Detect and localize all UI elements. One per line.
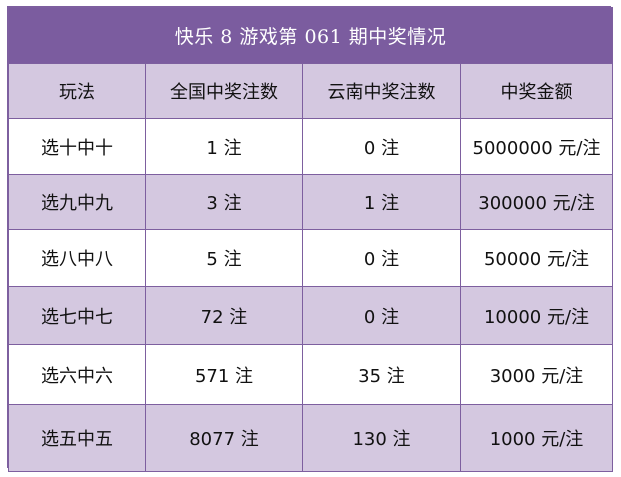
yunnan-winners-cell: 1 注 xyxy=(302,174,461,230)
table-row: 选七中七 72 注 0 注 10000 元/注 xyxy=(8,286,614,345)
table-row: 选六中六 571 注 35 注 3000 元/注 xyxy=(8,344,614,405)
prize-amount-cell: 1000 元/注 xyxy=(459,404,614,472)
prize-table-container: 快乐 8 游戏第 061 期中奖情况 玩法 全国中奖注数 云南中奖注数 中奖金额… xyxy=(7,6,614,472)
table-row: 选八中八 5 注 0 注 50000 元/注 xyxy=(8,229,614,287)
header-national-winners: 全国中奖注数 xyxy=(145,63,303,119)
table-row: 选十中十 1 注 0 注 5000000 元/注 xyxy=(8,118,614,175)
table-row: 选九中九 3 注 1 注 300000 元/注 xyxy=(8,174,614,230)
prize-amount-cell: 50000 元/注 xyxy=(459,229,614,287)
prize-amount-cell: 3000 元/注 xyxy=(459,344,614,405)
yunnan-winners-cell: 0 注 xyxy=(302,286,461,345)
header-row: 玩法 全国中奖注数 云南中奖注数 中奖金额 xyxy=(8,63,614,119)
yunnan-winners-cell: 0 注 xyxy=(302,229,461,287)
national-winners-cell: 3 注 xyxy=(145,174,303,230)
header-play-type: 玩法 xyxy=(8,63,146,119)
prize-table: 快乐 8 游戏第 061 期中奖情况 玩法 全国中奖注数 云南中奖注数 中奖金额… xyxy=(7,7,614,472)
play-type-cell: 选六中六 xyxy=(8,344,146,405)
play-type-cell: 选七中七 xyxy=(8,286,146,345)
prize-amount-cell: 300000 元/注 xyxy=(459,174,614,230)
prize-amount-cell: 5000000 元/注 xyxy=(459,118,614,175)
national-winners-cell: 8077 注 xyxy=(145,404,303,472)
table-row: 选五中五 8077 注 130 注 1000 元/注 xyxy=(8,404,614,472)
header-prize-amount: 中奖金额 xyxy=(459,63,614,119)
national-winners-cell: 5 注 xyxy=(145,229,303,287)
yunnan-winners-cell: 0 注 xyxy=(302,118,461,175)
national-winners-cell: 1 注 xyxy=(145,118,303,175)
national-winners-cell: 72 注 xyxy=(145,286,303,345)
play-type-cell: 选十中十 xyxy=(8,118,146,175)
table-title: 快乐 8 游戏第 061 期中奖情况 xyxy=(7,7,614,64)
play-type-cell: 选五中五 xyxy=(8,404,146,472)
title-row: 快乐 8 游戏第 061 期中奖情况 xyxy=(7,7,614,64)
national-winners-cell: 571 注 xyxy=(145,344,303,405)
yunnan-winners-cell: 35 注 xyxy=(302,344,461,405)
yunnan-winners-cell: 130 注 xyxy=(302,404,461,472)
play-type-cell: 选九中九 xyxy=(8,174,146,230)
play-type-cell: 选八中八 xyxy=(8,229,146,287)
header-yunnan-winners: 云南中奖注数 xyxy=(302,63,461,119)
prize-amount-cell: 10000 元/注 xyxy=(459,286,614,345)
